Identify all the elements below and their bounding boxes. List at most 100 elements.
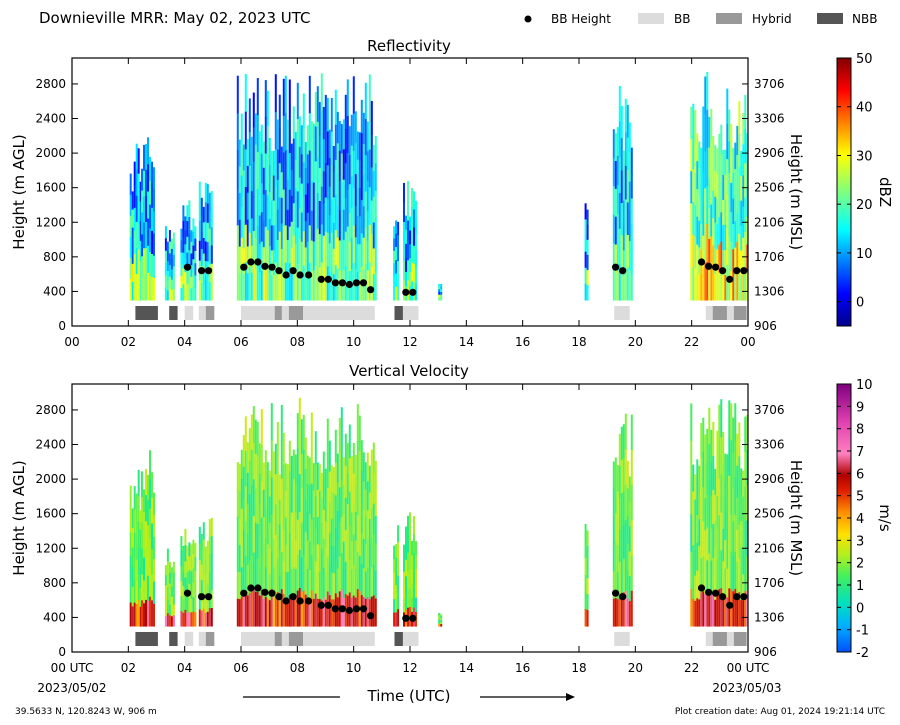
echo-cell <box>694 141 697 174</box>
echo-cell <box>164 250 167 264</box>
echo-cell <box>344 163 347 198</box>
echo-cell <box>712 190 715 219</box>
echo-cell <box>274 74 277 113</box>
echo-cell <box>270 200 273 226</box>
echo-cell <box>200 610 203 627</box>
echo-cell <box>166 613 169 627</box>
echo-cell <box>440 620 443 623</box>
echo-cell <box>720 399 723 438</box>
echo-cell <box>702 452 705 488</box>
echo-cell <box>624 519 627 556</box>
echo-cell <box>304 500 307 533</box>
echo-cell <box>172 288 175 301</box>
echo-cell <box>131 209 134 229</box>
echo-cell <box>244 451 247 487</box>
echo-cell <box>320 111 323 150</box>
echo-cell <box>312 490 315 518</box>
echo-cell <box>268 600 271 627</box>
echo-cell <box>147 245 149 274</box>
echo-cell <box>250 555 253 592</box>
echo-cell <box>336 174 339 207</box>
echo-cell <box>696 244 699 273</box>
echo-cell <box>415 267 417 284</box>
echo-cell <box>312 270 315 301</box>
echo-cell <box>254 488 257 524</box>
echo-cell <box>324 265 327 301</box>
echo-cell <box>696 161 699 190</box>
echo-cell <box>296 119 299 156</box>
echo-cell <box>240 113 243 145</box>
echo-cell <box>620 138 623 172</box>
echo-cell <box>364 191 367 229</box>
echo-cell <box>186 559 189 573</box>
echo-cell <box>716 173 719 200</box>
echo-cell <box>282 433 285 466</box>
echo-cell <box>354 512 357 541</box>
echo-cell <box>411 583 413 599</box>
echo-cell <box>194 250 197 264</box>
echo-cell <box>198 201 201 222</box>
echo-cell <box>694 550 697 576</box>
echo-cell <box>274 474 277 505</box>
echo-cell <box>718 189 721 218</box>
bb-height-point <box>296 271 304 279</box>
echo-cell <box>188 217 191 235</box>
echo-cell <box>254 591 257 627</box>
echo-cell <box>139 240 142 262</box>
echo-cell <box>206 554 209 570</box>
echo-cell <box>268 470 271 498</box>
echo-cell <box>318 518 321 546</box>
echo-cell <box>358 450 361 487</box>
echo-cell <box>292 138 295 172</box>
echo-cell <box>620 559 623 594</box>
echo-cell <box>700 592 703 627</box>
echo-cell <box>135 247 138 275</box>
echo-cell <box>352 565 355 597</box>
echo-cell <box>405 271 407 287</box>
echo-cell <box>732 487 735 523</box>
echo-cell <box>200 249 203 267</box>
echo-cell <box>300 125 303 155</box>
echo-cell <box>135 537 138 561</box>
echo-cell <box>180 276 183 289</box>
echo-cell <box>264 567 267 598</box>
echo-cell <box>716 199 719 225</box>
echo-cell <box>302 231 305 267</box>
echo-cell <box>712 163 715 192</box>
echo-cell <box>270 225 273 251</box>
echo-cell <box>164 615 167 627</box>
echo-cell <box>350 207 353 239</box>
echo-cell <box>346 473 349 505</box>
echo-cell <box>256 78 259 116</box>
bb-height-point <box>305 597 313 605</box>
echo-cell <box>372 248 375 275</box>
echo-cell <box>732 556 735 592</box>
echo-cell <box>726 264 729 301</box>
echo-cell <box>153 277 155 301</box>
echo-cell <box>204 221 207 242</box>
echo-cell <box>403 261 405 281</box>
echo-cell <box>276 179 279 211</box>
echo-cell <box>246 192 249 220</box>
echo-cell <box>690 106 693 140</box>
echo-cell <box>334 230 337 266</box>
echo-cell <box>246 595 249 627</box>
echo-cell <box>328 595 331 627</box>
echo-cell <box>252 442 255 480</box>
echo-cell <box>354 569 357 598</box>
echo-cell <box>310 240 313 271</box>
echo-cell <box>722 593 725 627</box>
echo-cell <box>366 597 369 627</box>
echo-cell <box>202 574 205 592</box>
echo-cell <box>360 440 363 472</box>
echo-cell <box>312 517 315 546</box>
echo-cell <box>304 273 307 301</box>
echo-cell <box>710 528 713 562</box>
echo-cell <box>630 555 633 592</box>
echo-cell <box>131 263 134 283</box>
echo-cell <box>342 513 345 543</box>
y-tick-label: 800 <box>43 576 66 590</box>
echo-cell <box>704 113 707 152</box>
echo-cell <box>746 216 749 245</box>
echo-cell <box>630 520 633 556</box>
